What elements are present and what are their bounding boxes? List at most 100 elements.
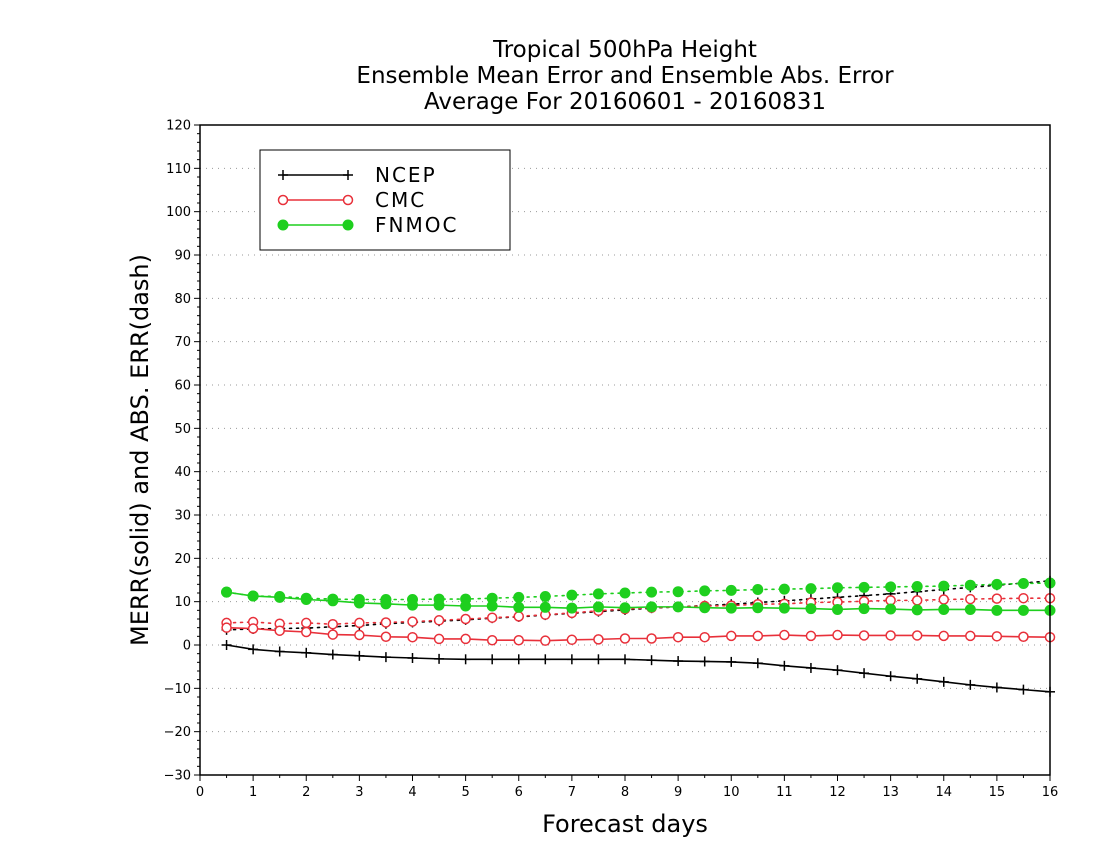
legend-item-cmc: CMC [277,188,426,212]
series-fnmoc-merr-point [486,600,498,612]
x-tick-label: 16 [1042,785,1059,800]
series-cmc-merr-point [911,630,923,641]
series-layer [221,575,1056,697]
y-tick-label: 10 [174,595,191,610]
series-fnmoc-abs-err-point [725,584,737,596]
x-axis-label: Forecast days [542,810,708,838]
series-cmc-abs-err-point [991,593,1003,604]
y-tick-label: 20 [174,552,191,567]
series-ncep-merr-point [991,682,1002,693]
series-ncep-merr-point [805,662,816,673]
series-cmc-abs-err-point [911,595,923,606]
series-cmc-abs-err-point [460,613,471,625]
series-fnmoc-abs-err-point [752,584,764,596]
x-tick-label: 5 [461,785,469,800]
series-cmc-abs-err-point [380,617,392,628]
series-fnmoc-abs-err-point [672,586,684,598]
series-cmc-merr-point [540,635,551,646]
series-ncep-merr-line [226,644,1051,693]
legend-item-fnmoc: FNMOC [277,213,456,237]
series-fnmoc-merr-point [778,602,790,614]
series-fnmoc-abs-err-point [991,578,1003,590]
series-cmc-merr-point [593,634,604,645]
series-ncep-merr-point [513,654,524,665]
series-cmc-merr-point [779,629,790,641]
x-tick-label: 6 [515,785,523,800]
y-axis-label: MERR(solid) and ABS. ERR(dash) [126,254,154,646]
y-tick-label: 80 [174,292,191,307]
series-ncep-merr-point [699,656,710,667]
series-cmc-abs-err-point [433,615,445,626]
series-fnmoc-merr-point [646,601,658,613]
x-tick-label: 12 [829,785,846,800]
series-cmc-merr-point [380,631,392,643]
series-cmc-merr-point [1018,631,1029,643]
series-fnmoc-merr-point [433,599,445,611]
series-cmc-merr-point [247,623,259,634]
series-cmc-merr-point [726,630,737,642]
series-fnmoc-abs-err-point [778,583,790,595]
series-fnmoc-abs-err-point [619,587,631,599]
chart-title-line-2: Ensemble Mean Error and Ensemble Abs. Er… [356,63,894,89]
y-tick-label: 30 [174,509,191,524]
x-tick-label: 10 [723,785,740,800]
series-ncep-merr-point [726,656,737,667]
chart-title-line-1: Tropical 500hPa Height [493,37,757,63]
series-cmc-merr-point [327,629,339,640]
y-tick-label: −20 [164,725,191,740]
y-tick-label: −30 [164,769,191,784]
y-tick-label: −10 [164,682,191,697]
series-ncep-merr-point [965,679,976,690]
series-cmc-merr-point [672,631,684,643]
series-cmc-merr-point [407,631,418,643]
series-cmc-merr-point [991,631,1003,642]
series-cmc-merr-point [486,634,498,646]
legend-marker [342,219,354,231]
series-cmc-merr-point [965,630,976,642]
series-fnmoc-merr-point [539,601,551,613]
series-ncep-merr-point [566,654,577,665]
series-fnmoc-merr-point [327,595,339,607]
series-cmc-merr-point [301,626,312,638]
legend-label-cmc: CMC [375,188,426,212]
series-fnmoc-merr-point [274,591,286,603]
series-ncep-merr-point [646,655,657,666]
series-fnmoc-merr-point [247,590,259,602]
series-ncep-merr-point [593,654,604,665]
series-cmc-abs-err-point [486,612,498,623]
legend-marker [277,219,289,231]
series-cmc-merr-point [646,633,657,644]
series-fnmoc-merr-point [300,594,312,605]
series-cmc-merr-point [433,633,445,645]
series-ncep-merr-point [938,676,949,687]
series-ncep-merr-point [380,652,391,663]
series-fnmoc-merr-point [407,599,418,611]
series-fnmoc-merr-point [991,604,1003,616]
series-ncep-merr-point [487,654,498,665]
series-ncep-merr-point [912,673,923,684]
series-fnmoc-merr-point [1017,604,1029,616]
series-cmc-merr-point [221,622,232,633]
series-cmc-merr-point [354,629,365,641]
series-fnmoc-abs-err-point [566,589,578,601]
series-cmc-abs-err-point [1018,592,1029,604]
series-fnmoc-abs-err-point [539,590,551,602]
x-tick-label: 9 [674,785,682,800]
series-ncep-merr-point [221,640,232,650]
series-cmc-abs-err-point [407,616,418,627]
y-tick-label: 100 [166,205,191,220]
x-tick-label: 8 [621,785,629,800]
y-tick-label: 50 [174,422,191,437]
x-tick-label: 7 [568,785,576,800]
series-fnmoc-abs-err-point [646,586,658,598]
series-cmc-abs-err-point [354,617,365,629]
series-ncep-abs-err-line [225,580,1051,631]
series-ncep-merr-point [540,654,551,665]
series-ncep-merr-point [460,654,471,665]
legend-marker [343,170,353,180]
y-tick-label: 110 [166,162,191,177]
series-fnmoc-abs-err-point [513,591,525,603]
series-fnmoc-merr-point [353,597,365,609]
